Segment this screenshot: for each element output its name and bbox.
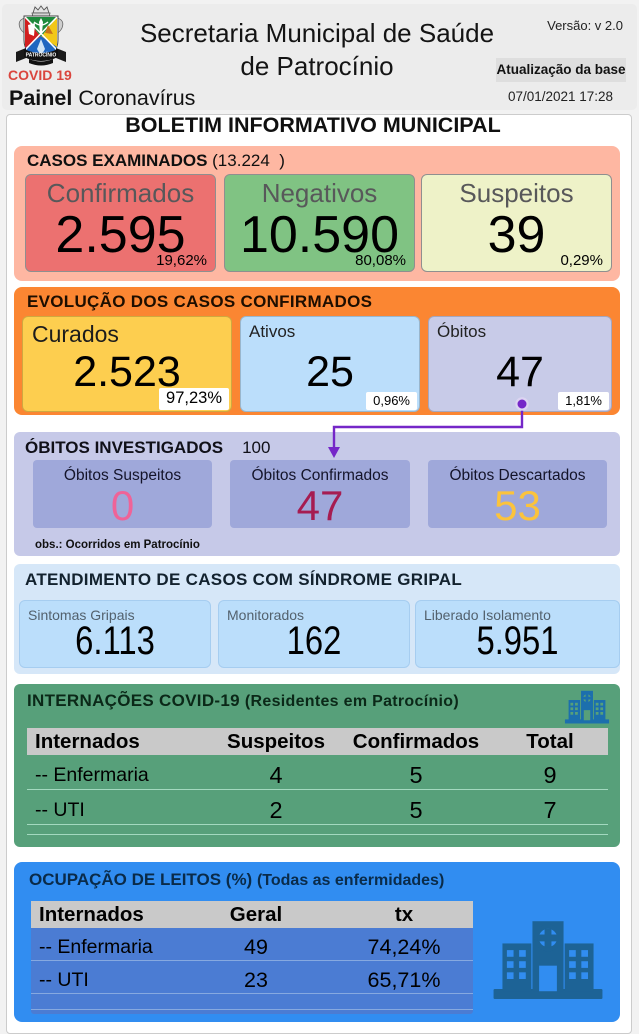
- svg-text:PATROCÍNIO: PATROCÍNIO: [26, 51, 57, 59]
